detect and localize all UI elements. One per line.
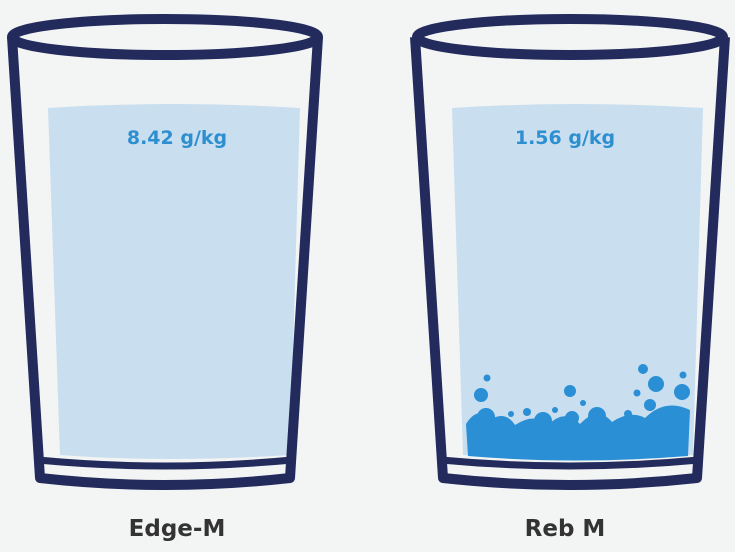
amount: 8.42 g/kg [127,127,227,149]
glass-base [37,456,293,470]
glass-outline [7,36,323,490]
sediment [466,405,690,461]
label: Edge-M [129,516,226,542]
amount: 1.56 g/kg [515,127,615,149]
glass-rim [412,14,728,60]
bubbles [474,364,690,430]
glass-rim [7,14,323,60]
glass-left: 8.42 g/kg Edge-M [7,14,323,542]
label: Reb M [525,516,606,542]
liquid [452,104,703,459]
glass-base [440,456,700,470]
liquid [48,104,300,459]
glass-right: 1.56 g/kg Reb M [410,14,730,542]
glass-outline [410,36,730,490]
